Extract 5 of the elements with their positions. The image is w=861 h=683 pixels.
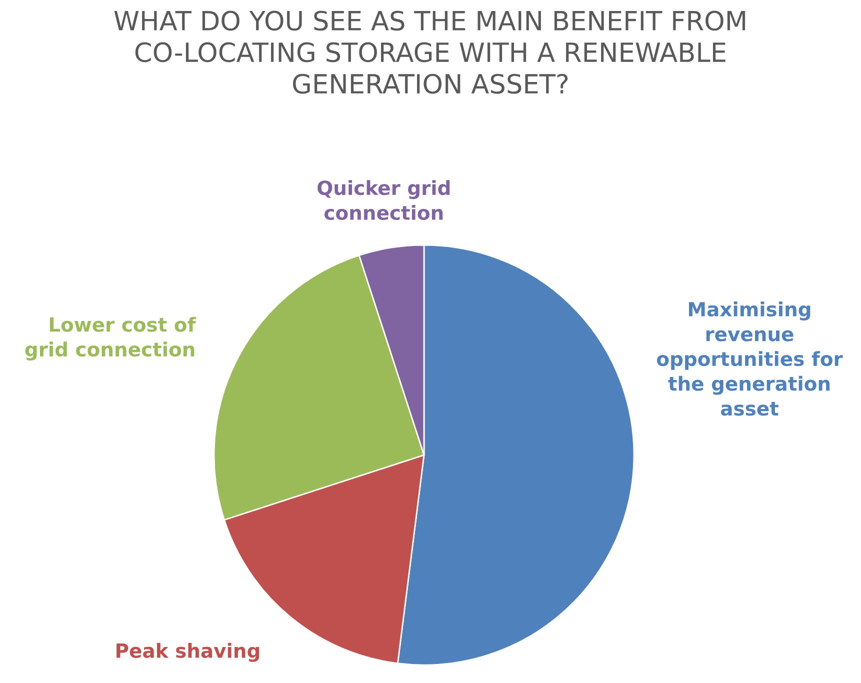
slice-label: Peak shaving xyxy=(116,642,260,662)
slice-label: Maximising revenue opportunities for the generation asset xyxy=(656,301,843,416)
slice-label: Lower cost of grid connection xyxy=(25,316,196,361)
slice-label: Quicker grid connection xyxy=(318,180,450,220)
chart-title: WHAT DO YOU SEE AS THE MAIN BENEFIT FROM CO-LOCATING STORAGE WITH A RENEWABLE GENERATION ASSET? xyxy=(114,10,746,94)
